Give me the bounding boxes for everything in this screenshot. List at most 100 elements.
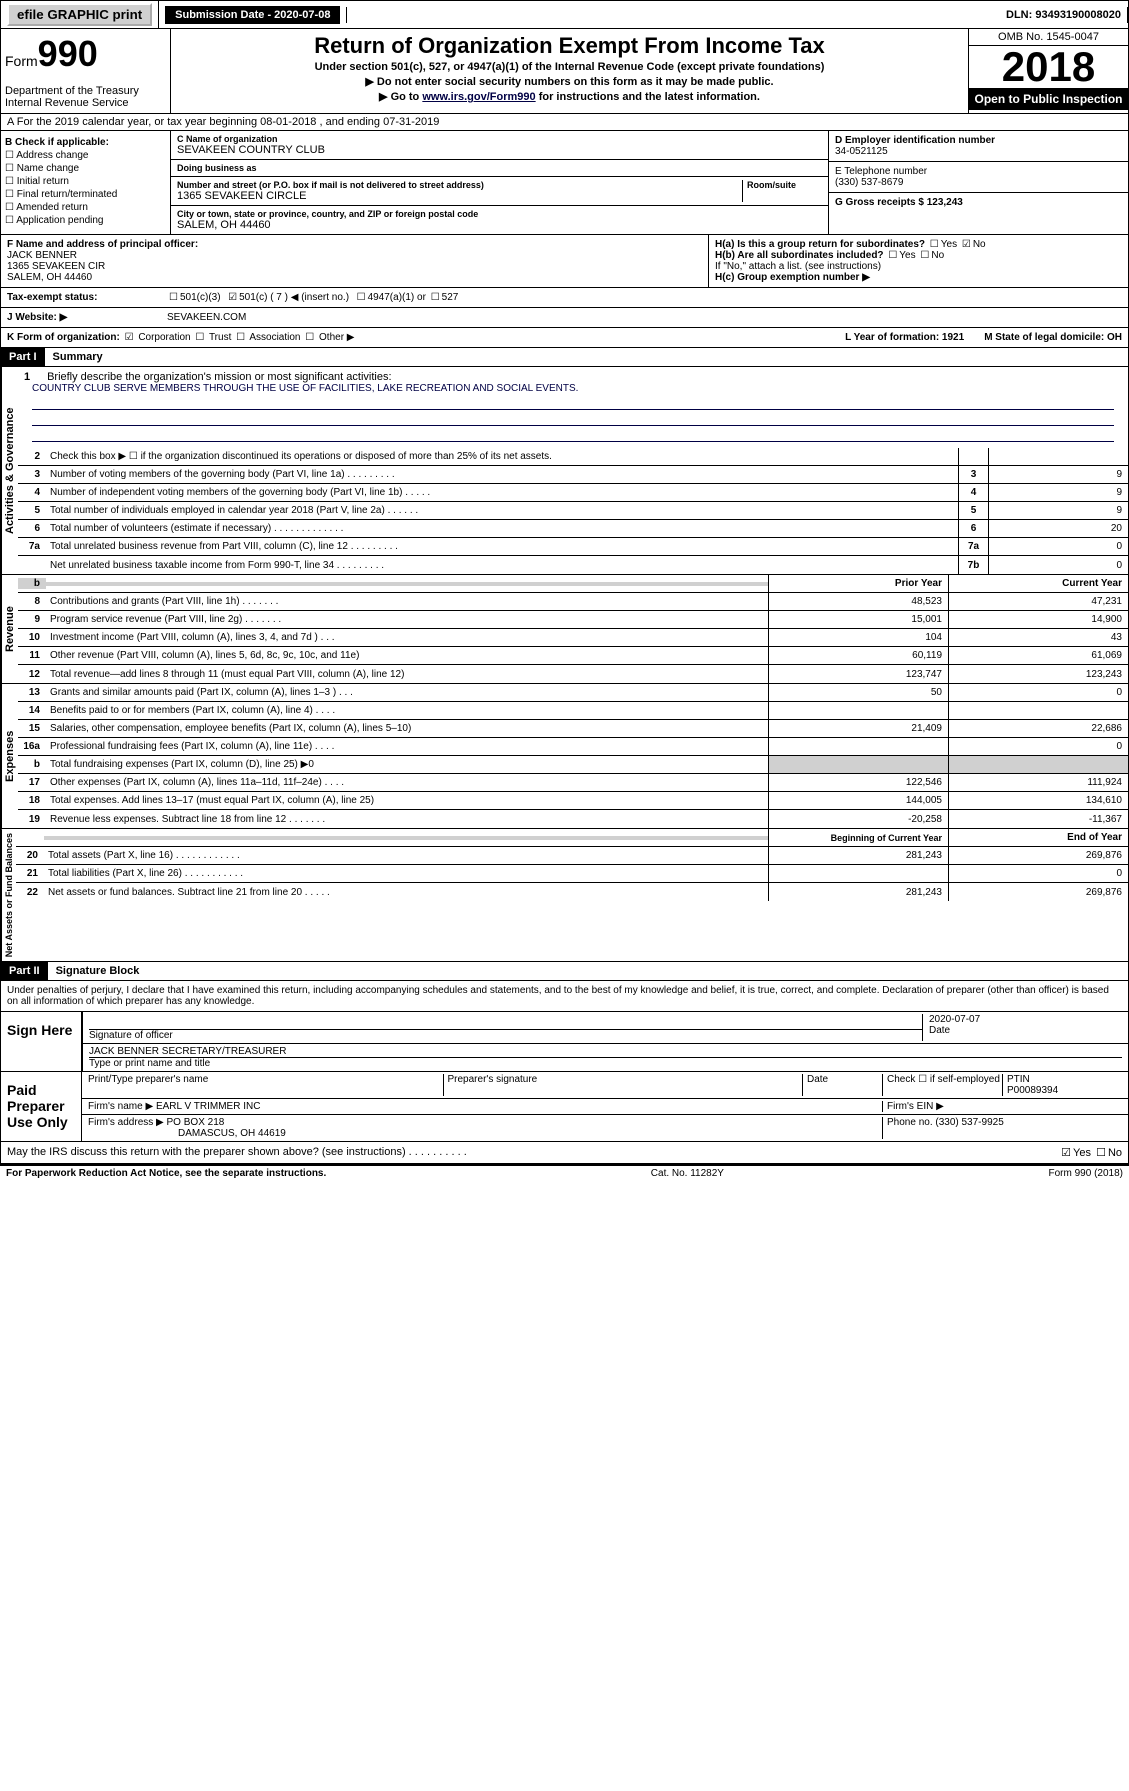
sig-officer-label: Signature of officer	[89, 1030, 922, 1041]
year-formation: L Year of formation: 1921	[845, 332, 964, 343]
sig-date-val: 2020-07-07	[929, 1014, 1122, 1025]
ptin-value: P00089394	[1007, 1085, 1122, 1096]
chk-initial-return[interactable]: Initial return	[5, 176, 166, 187]
hb-no[interactable]	[918, 250, 931, 261]
discuss-yes[interactable]	[1059, 1147, 1073, 1159]
chk-application-pending[interactable]: Application pending	[5, 215, 166, 226]
header-sub1: Under section 501(c), 527, or 4947(a)(1)…	[175, 61, 964, 73]
phone-value: (330) 537-8679	[835, 177, 1122, 188]
gov-line: 5 Total number of individuals employed i…	[18, 502, 1128, 520]
org-name: SEVAKEEN COUNTRY CLUB	[177, 144, 822, 156]
header-sub3: ▶ Go to www.irs.gov/Form990 for instruct…	[175, 90, 964, 103]
phone-label: E Telephone number	[835, 166, 1122, 177]
netassets-label: Net Assets or Fund Balances	[1, 829, 16, 961]
gov-line: 6 Total number of volunteers (estimate i…	[18, 520, 1128, 538]
chk-amended-return[interactable]: Amended return	[5, 202, 166, 213]
header-sub2: ▶ Do not enter social security numbers o…	[175, 75, 964, 88]
hb-label: H(b) Are all subordinates included? Yes …	[715, 250, 1122, 261]
expenses-label: Expenses	[1, 684, 18, 828]
hc-label: H(c) Group exemption number ▶	[715, 272, 1122, 283]
officer-typed-name: JACK BENNER SECRETARY/TREASURER	[89, 1046, 1122, 1058]
city-label: City or town, state or province, country…	[177, 209, 822, 219]
efile-print-button[interactable]: efile GRAPHIC print	[7, 3, 152, 26]
data-line: 20 Total assets (Part X, line 16) . . . …	[16, 847, 1128, 865]
row-b-marker: b	[18, 578, 46, 589]
tax-year: 2018	[969, 46, 1128, 88]
ha-yes[interactable]	[928, 239, 941, 250]
revenue-section: Revenue b Prior Year Current Year 8 Cont…	[0, 575, 1129, 684]
website-row: J Website: ▶ SEVAKEEN.COM	[0, 308, 1129, 328]
prior-year-header: Prior Year	[768, 575, 948, 592]
firm-name: EARL V TRIMMER INC	[156, 1101, 260, 1112]
gov-line: Net unrelated business taxable income fr…	[18, 556, 1128, 574]
chk-trust[interactable]	[193, 332, 206, 343]
submission-date-label: Submission Date - 2020-07-08	[165, 6, 340, 24]
section-a: A For the 2019 calendar year, or tax yea…	[0, 114, 1129, 131]
discuss-label: May the IRS discuss this return with the…	[7, 1146, 467, 1159]
ein-value: 34-0521125	[835, 146, 1122, 157]
revenue-label: Revenue	[1, 575, 18, 683]
col-b-checkboxes: B Check if applicable: Address change Na…	[1, 131, 171, 234]
chk-final-return[interactable]: Final return/terminated	[5, 189, 166, 200]
chk-527[interactable]	[429, 292, 442, 303]
tax-status-row: Tax-exempt status: 501(c)(3) 501(c) ( 7 …	[0, 288, 1129, 308]
officer-addr1: 1365 SEVAKEEN CIR	[7, 261, 702, 272]
dba-label: Doing business as	[177, 163, 822, 173]
form-title: Return of Organization Exempt From Incom…	[175, 33, 964, 59]
chk-name-change[interactable]: Name change	[5, 163, 166, 174]
mission-label: Briefly describe the organization's miss…	[47, 371, 391, 383]
begin-year-header: Beginning of Current Year	[768, 829, 948, 846]
data-line: 10 Investment income (Part VIII, column …	[18, 629, 1128, 647]
chk-other[interactable]	[303, 332, 316, 343]
data-line: 8 Contributions and grants (Part VIII, l…	[18, 593, 1128, 611]
signature-block: Under penalties of perjury, I declare th…	[0, 981, 1129, 1164]
chk-501c[interactable]	[226, 292, 239, 303]
officer-label: F Name and address of principal officer:	[7, 239, 702, 250]
chk-address-change[interactable]: Address change	[5, 150, 166, 161]
irs-link[interactable]: www.irs.gov/Form990	[422, 91, 535, 103]
fgh-block: F Name and address of principal officer:…	[0, 235, 1129, 288]
form-header: Form990 Department of the Treasury Inter…	[0, 29, 1129, 114]
sig-declaration: Under penalties of perjury, I declare th…	[1, 981, 1128, 1012]
data-line: 21 Total liabilities (Part X, line 26) .…	[16, 865, 1128, 883]
part2-header-row: Part II Signature Block	[0, 962, 1129, 981]
org-city: SALEM, OH 44460	[177, 219, 822, 231]
sign-here-label: Sign Here	[1, 1012, 81, 1071]
paid-preparer-label: Paid Preparer Use Only	[1, 1072, 81, 1141]
website-value: SEVAKEEN.COM	[167, 312, 246, 323]
governance-label: Activities & Governance	[1, 367, 18, 574]
data-line: 16a Professional fundraising fees (Part …	[18, 738, 1128, 756]
type-name-label: Type or print name and title	[89, 1058, 210, 1069]
dept-label: Department of the Treasury Internal Reve…	[5, 85, 166, 109]
discuss-no[interactable]	[1094, 1147, 1108, 1159]
part1-header-row: Part I Summary	[0, 348, 1129, 367]
chk-corp[interactable]	[123, 332, 136, 343]
chk-501c3[interactable]	[167, 292, 180, 303]
part2-badge: Part II	[1, 962, 48, 980]
ha-no[interactable]	[960, 239, 973, 250]
data-line: 19 Revenue less expenses. Subtract line …	[18, 810, 1128, 828]
gov-line: 2 Check this box ▶ ☐ if the organization…	[18, 448, 1128, 466]
part1-title: Summary	[45, 348, 111, 366]
netassets-section: Net Assets or Fund Balances Beginning of…	[0, 829, 1129, 962]
main-info-block: B Check if applicable: Address change Na…	[0, 131, 1129, 235]
chk-assoc[interactable]	[234, 332, 247, 343]
chk-4947[interactable]	[355, 292, 368, 303]
firm-addr2: DAMASCUS, OH 44619	[88, 1128, 882, 1139]
hb-yes[interactable]	[886, 250, 899, 261]
form-number: 990	[38, 33, 98, 74]
check-self-employed[interactable]: Check ☐ if self-employed	[882, 1074, 1002, 1096]
gov-line: 3 Number of voting members of the govern…	[18, 466, 1128, 484]
org-addr: 1365 SEVAKEEN CIRCLE	[177, 190, 742, 202]
data-line: 9 Program service revenue (Part VIII, li…	[18, 611, 1128, 629]
sig-date-label: Date	[929, 1025, 1122, 1036]
state-domicile: M State of legal domicile: OH	[984, 332, 1122, 343]
hb-note: If "No," attach a list. (see instruction…	[715, 261, 1122, 272]
part1-badge: Part I	[1, 348, 45, 366]
data-line: 13 Grants and similar amounts paid (Part…	[18, 684, 1128, 702]
officer-addr2: SALEM, OH 44460	[7, 272, 702, 283]
data-line: 14 Benefits paid to or for members (Part…	[18, 702, 1128, 720]
data-line: 18 Total expenses. Add lines 13–17 (must…	[18, 792, 1128, 810]
data-line: 22 Net assets or fund balances. Subtract…	[16, 883, 1128, 901]
form-prefix: Form	[5, 53, 38, 69]
